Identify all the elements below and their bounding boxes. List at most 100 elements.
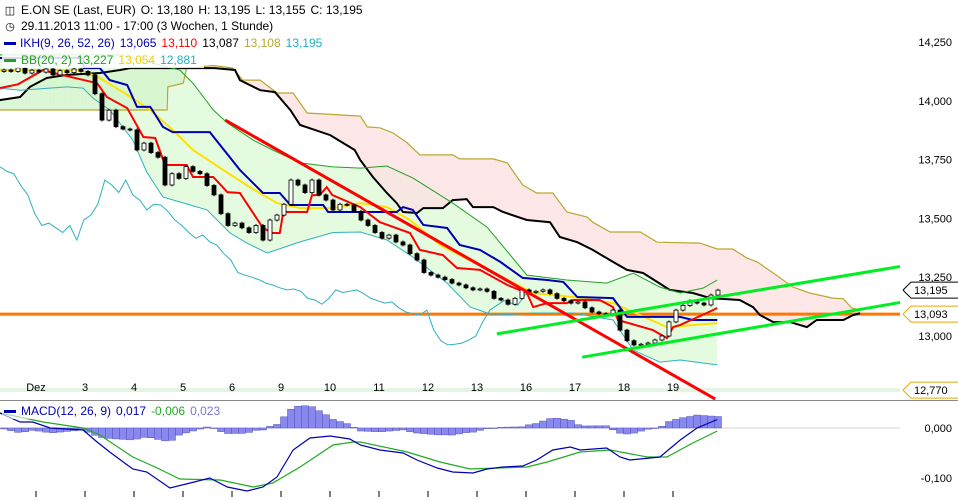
macd-histogram-bar — [630, 427, 638, 434]
candle — [120, 125, 126, 131]
ichimoku-cloud-segment — [349, 115, 354, 150]
candle — [428, 271, 434, 277]
macd-histogram-bar — [455, 427, 463, 435]
x-tick-label: 3 — [82, 382, 88, 394]
bb-color-swatch — [4, 59, 16, 63]
ikh-label[interactable]: IKH(9, 26, 52, 26) — [20, 36, 115, 50]
candle — [99, 92, 105, 122]
candle — [386, 233, 392, 240]
bb-label[interactable]: BB(20, 2) — [21, 53, 72, 67]
price-tag-outline — [902, 305, 958, 323]
candlestick-chart-icon[interactable]: ◫ — [4, 5, 16, 17]
candle-body — [134, 129, 140, 151]
x-tick-label: 17 — [569, 382, 581, 394]
uptrend-line — [496, 264, 900, 336]
macd-histogram-bar — [665, 421, 673, 429]
ichimoku-cloud-segment — [573, 213, 578, 243]
ichimoku-cloud-segment — [146, 68, 151, 110]
downtrend-line — [224, 118, 716, 401]
candle — [372, 224, 378, 234]
candle — [491, 289, 497, 300]
ichimoku-cloud-segment — [52, 76, 56, 110]
ichimoku-cloud-segment — [458, 158, 462, 200]
ichimoku-cloud-segment — [682, 242, 686, 293]
macd-histogram-bar — [336, 421, 344, 429]
candle-body — [71, 68, 77, 73]
candle — [141, 141, 147, 152]
ichimoku-cloud-segment — [654, 240, 658, 283]
price-tag-bg — [911, 283, 958, 298]
bb-legend[interactable]: BB(20, 2) 13,227 13,054 12,881 — [2, 53, 204, 68]
ichimoku-cloud-segment — [48, 77, 53, 110]
clock-icon[interactable]: ◷ — [5, 21, 15, 33]
candle — [169, 172, 175, 187]
macd-histogram-bar — [462, 427, 470, 433]
ichimoku-cloud-segment — [157, 68, 161, 110]
candle — [183, 165, 189, 180]
ichimoku-cloud-segment — [0, 99, 4, 110]
candle-body — [246, 227, 252, 233]
candle — [470, 286, 476, 292]
macd-histogram-bar — [350, 427, 358, 429]
senkou-a-value: 13,087 — [202, 36, 239, 50]
ichimoku-cloud-segment — [143, 68, 147, 110]
macd-histogram-bar — [357, 427, 365, 432]
candle-body — [442, 276, 448, 280]
macd-histogram-bar — [21, 427, 29, 433]
ichimoku-cloud-segment — [720, 248, 725, 300]
ichimoku-cloud-segment — [17, 96, 21, 110]
price-axis-label: 14,000 — [918, 96, 952, 108]
candle-body — [204, 173, 210, 186]
candle-body — [1, 69, 7, 72]
ichimoku-cloud-segment — [447, 154, 452, 205]
ichimoku-cloud-segment — [510, 167, 515, 216]
macd-label[interactable]: MACD(12, 26, 9) — [21, 404, 112, 418]
ichimoku-cloud-segment — [531, 190, 536, 221]
instrument-name: E.ON SE (Last, EUR) — [21, 3, 136, 17]
macd-histogram-bar — [259, 427, 267, 431]
ichimoku-cloud-segment — [664, 242, 669, 290]
ichimoku-cloud-segment — [482, 158, 487, 208]
ichimoku-cloud-segment — [528, 188, 532, 221]
ichimoku-cloud-segment — [636, 232, 641, 273]
ichimoku-cloud-segment — [174, 68, 179, 86]
ichimoku-cloud-segment — [486, 158, 490, 208]
candle — [344, 202, 350, 207]
macd-histogram-bar — [119, 427, 127, 440]
candle — [568, 299, 574, 305]
candle — [666, 320, 672, 338]
candle — [456, 281, 462, 287]
candle — [442, 275, 448, 281]
candle-body — [176, 173, 182, 179]
ichimoku-cloud-segment — [451, 154, 455, 202]
candle-body — [281, 203, 287, 216]
period-text[interactable]: 29.11.2013 11:00 - 17:00 (3 Wochen, 1 St… — [21, 19, 274, 33]
candle-body — [113, 109, 119, 128]
candle-body — [575, 301, 581, 304]
ichimoku-cloud-segment — [300, 104, 305, 127]
candle-body — [631, 340, 637, 346]
ichimoku-cloud-segment — [612, 232, 616, 264]
ichimoku-cloud-segment — [342, 115, 347, 145]
ichimoku-cloud-segment — [622, 232, 627, 270]
candle — [435, 273, 441, 279]
candle-body — [85, 71, 91, 76]
candle-body — [505, 299, 511, 305]
candle — [414, 252, 420, 262]
x-tick-label: 11 — [373, 382, 384, 394]
macd-histogram-bar — [112, 427, 120, 440]
candle-body — [547, 289, 553, 295]
candle — [498, 296, 504, 302]
ikh-legend[interactable]: IKH(9, 26, 52, 26) 13,065 13,110 13,087 13,1… — [2, 36, 330, 51]
candle — [547, 288, 553, 296]
candle-body — [617, 309, 623, 331]
candle-body — [106, 109, 112, 121]
macd-legend[interactable]: MACD(12, 26, 9) 0,017 -0,006 0,023 — [2, 404, 228, 419]
ichimoku-cloud-segment — [374, 127, 378, 183]
candle-body — [533, 290, 539, 293]
candle-body — [456, 282, 462, 286]
candle-body — [365, 219, 371, 226]
macd-histogram-bar — [644, 427, 652, 430]
